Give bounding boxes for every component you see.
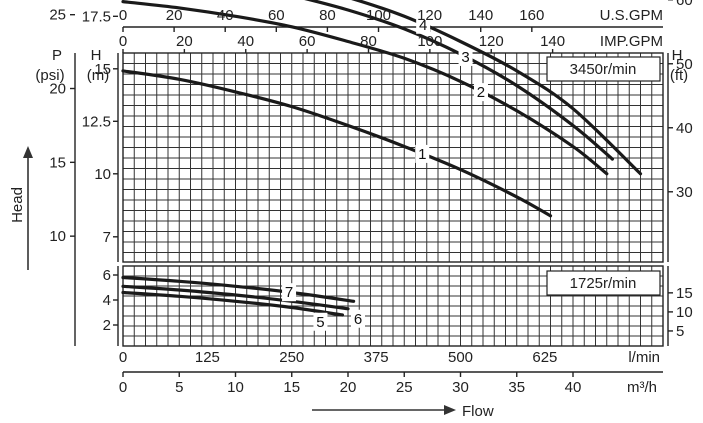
- head-m-tick-label-bottom: 4: [103, 292, 111, 309]
- m3h-tick-label: 20: [340, 379, 357, 396]
- head-ft-tick-label: 40: [676, 120, 693, 137]
- head-m-tick-label-bottom: 6: [103, 267, 111, 284]
- bottom-curve-6: [121, 284, 350, 311]
- m-unit: (m): [87, 67, 110, 84]
- usgpm-tick-label: 100: [366, 7, 391, 24]
- m3h-tick-label: 25: [396, 379, 413, 396]
- flow-axis-label: Flow: [462, 403, 494, 420]
- head-psi-tick-label: 20: [49, 81, 66, 98]
- flow-arrow-head: [444, 405, 456, 415]
- usgpm-tick-label: 40: [217, 7, 234, 24]
- lmin-tick-label: 125: [195, 349, 220, 366]
- usgpm-unit-label: U.S.GPM: [600, 7, 663, 24]
- psi-unit: (psi): [35, 67, 64, 84]
- top-curve-tag-bg-1: [415, 144, 430, 163]
- lmin-tick-label: 0: [119, 349, 127, 366]
- impgpm-tick-label: 100: [417, 33, 442, 50]
- head-axis-label: Head: [9, 187, 26, 223]
- bottom-curve-tag-7: 7: [285, 284, 293, 301]
- top-curve-tag-bg-2: [473, 83, 488, 102]
- bottom-plot-frame: [122, 265, 664, 347]
- ft-symbol: H: [672, 47, 683, 64]
- head-m-tick-label: 17.5: [82, 8, 111, 25]
- usgpm-tick-label: 160: [519, 7, 544, 24]
- head-m-tick-label: 7: [103, 229, 111, 246]
- top-curve-2: [121, 0, 609, 176]
- m3h-tick-label: 40: [565, 379, 582, 396]
- head-m-tick-label: 10: [94, 166, 111, 183]
- top-curve-tag-4: 4: [419, 17, 427, 34]
- m-symbol: H: [91, 47, 102, 64]
- impgpm-tick-label: 40: [237, 33, 254, 50]
- ft-unit: (ft): [670, 67, 688, 84]
- m3h-tick-label: 15: [283, 379, 300, 396]
- top-curve-1: [121, 69, 553, 218]
- usgpm-tick-label: 60: [268, 7, 285, 24]
- m3h-tick-label: 5: [175, 379, 183, 396]
- usgpm-tick-label: 140: [468, 7, 493, 24]
- head-m-tick-label: 12.5: [82, 113, 111, 130]
- head-psi-tick-label: 10: [49, 228, 66, 245]
- head-psi-tick-label: 25: [49, 7, 66, 24]
- bottom-curve-7: [121, 275, 356, 303]
- impgpm-tick-label: 20: [176, 33, 193, 50]
- bottom-curve-tag-bg-7: [282, 283, 297, 302]
- top-curve-tag-bg-4: [416, 15, 431, 34]
- usgpm-tick-label: 20: [166, 7, 183, 24]
- bottom-curve-tag-bg-5: [313, 312, 328, 331]
- impgpm-tick-label: 120: [479, 33, 504, 50]
- lmin-tick-label: 625: [532, 349, 557, 366]
- head-ft-tick-label-bottom: 5: [676, 323, 684, 340]
- head-ft-tick-label: 30: [676, 184, 693, 201]
- lmin-tick-label: 250: [279, 349, 304, 366]
- bottom-curve-tag-6: 6: [354, 311, 362, 328]
- top-curve-tag-3: 3: [461, 49, 469, 66]
- speed-label-bottom-box: [546, 270, 661, 296]
- m3h-tick-label: 30: [452, 379, 469, 396]
- top-curve-3: [304, 0, 614, 161]
- psi-symbol: P: [52, 47, 62, 64]
- impgpm-unit-label: IMP.GPM: [600, 33, 663, 50]
- head-psi-tick-label: 15: [49, 154, 66, 171]
- lmin-tick-label: 500: [448, 349, 473, 366]
- head-m-tick-label-bottom: 2: [103, 317, 111, 334]
- speed-label-top: 3450r/min: [570, 61, 637, 78]
- bottom-curve-tag-5: 5: [316, 314, 324, 331]
- head-ft-tick-label-bottom: 15: [676, 285, 693, 302]
- top-curve-4: [351, 0, 643, 176]
- impgpm-tick-label: 60: [299, 33, 316, 50]
- m3h-tick-label: 10: [227, 379, 244, 396]
- bottom-curve-tag-bg-6: [351, 309, 365, 328]
- head-arrow-head: [23, 146, 33, 158]
- m3h-unit-label: m³/h: [627, 379, 657, 396]
- usgpm-tick-label: 80: [319, 7, 336, 24]
- head-ft-tick-label: 60: [676, 0, 693, 9]
- speed-label-top-box: [546, 56, 661, 82]
- head-ft-tick-label: 50: [676, 56, 693, 73]
- usgpm-tick-label: 0: [119, 7, 127, 24]
- top-curve-tag-bg-3: [458, 47, 473, 66]
- head-m-tick-label: 15: [94, 61, 111, 78]
- lmin-unit-label: l/min: [628, 349, 660, 366]
- bottom-curve-5: [121, 290, 344, 317]
- top-curve-tag-1: 1: [418, 146, 426, 163]
- usgpm-tick-label: 120: [417, 7, 442, 24]
- head-ft-tick-label-bottom: 10: [676, 304, 693, 321]
- speed-label-bottom: 1725r/min: [570, 275, 637, 292]
- lmin-tick-label: 375: [364, 349, 389, 366]
- impgpm-tick-label: 140: [540, 33, 565, 50]
- impgpm-tick-label: 80: [360, 33, 377, 50]
- impgpm-tick-label: 0: [119, 33, 127, 50]
- m3h-tick-label: 35: [508, 379, 525, 396]
- m3h-tick-label: 0: [119, 379, 127, 396]
- top-curve-tag-2: 2: [477, 84, 485, 101]
